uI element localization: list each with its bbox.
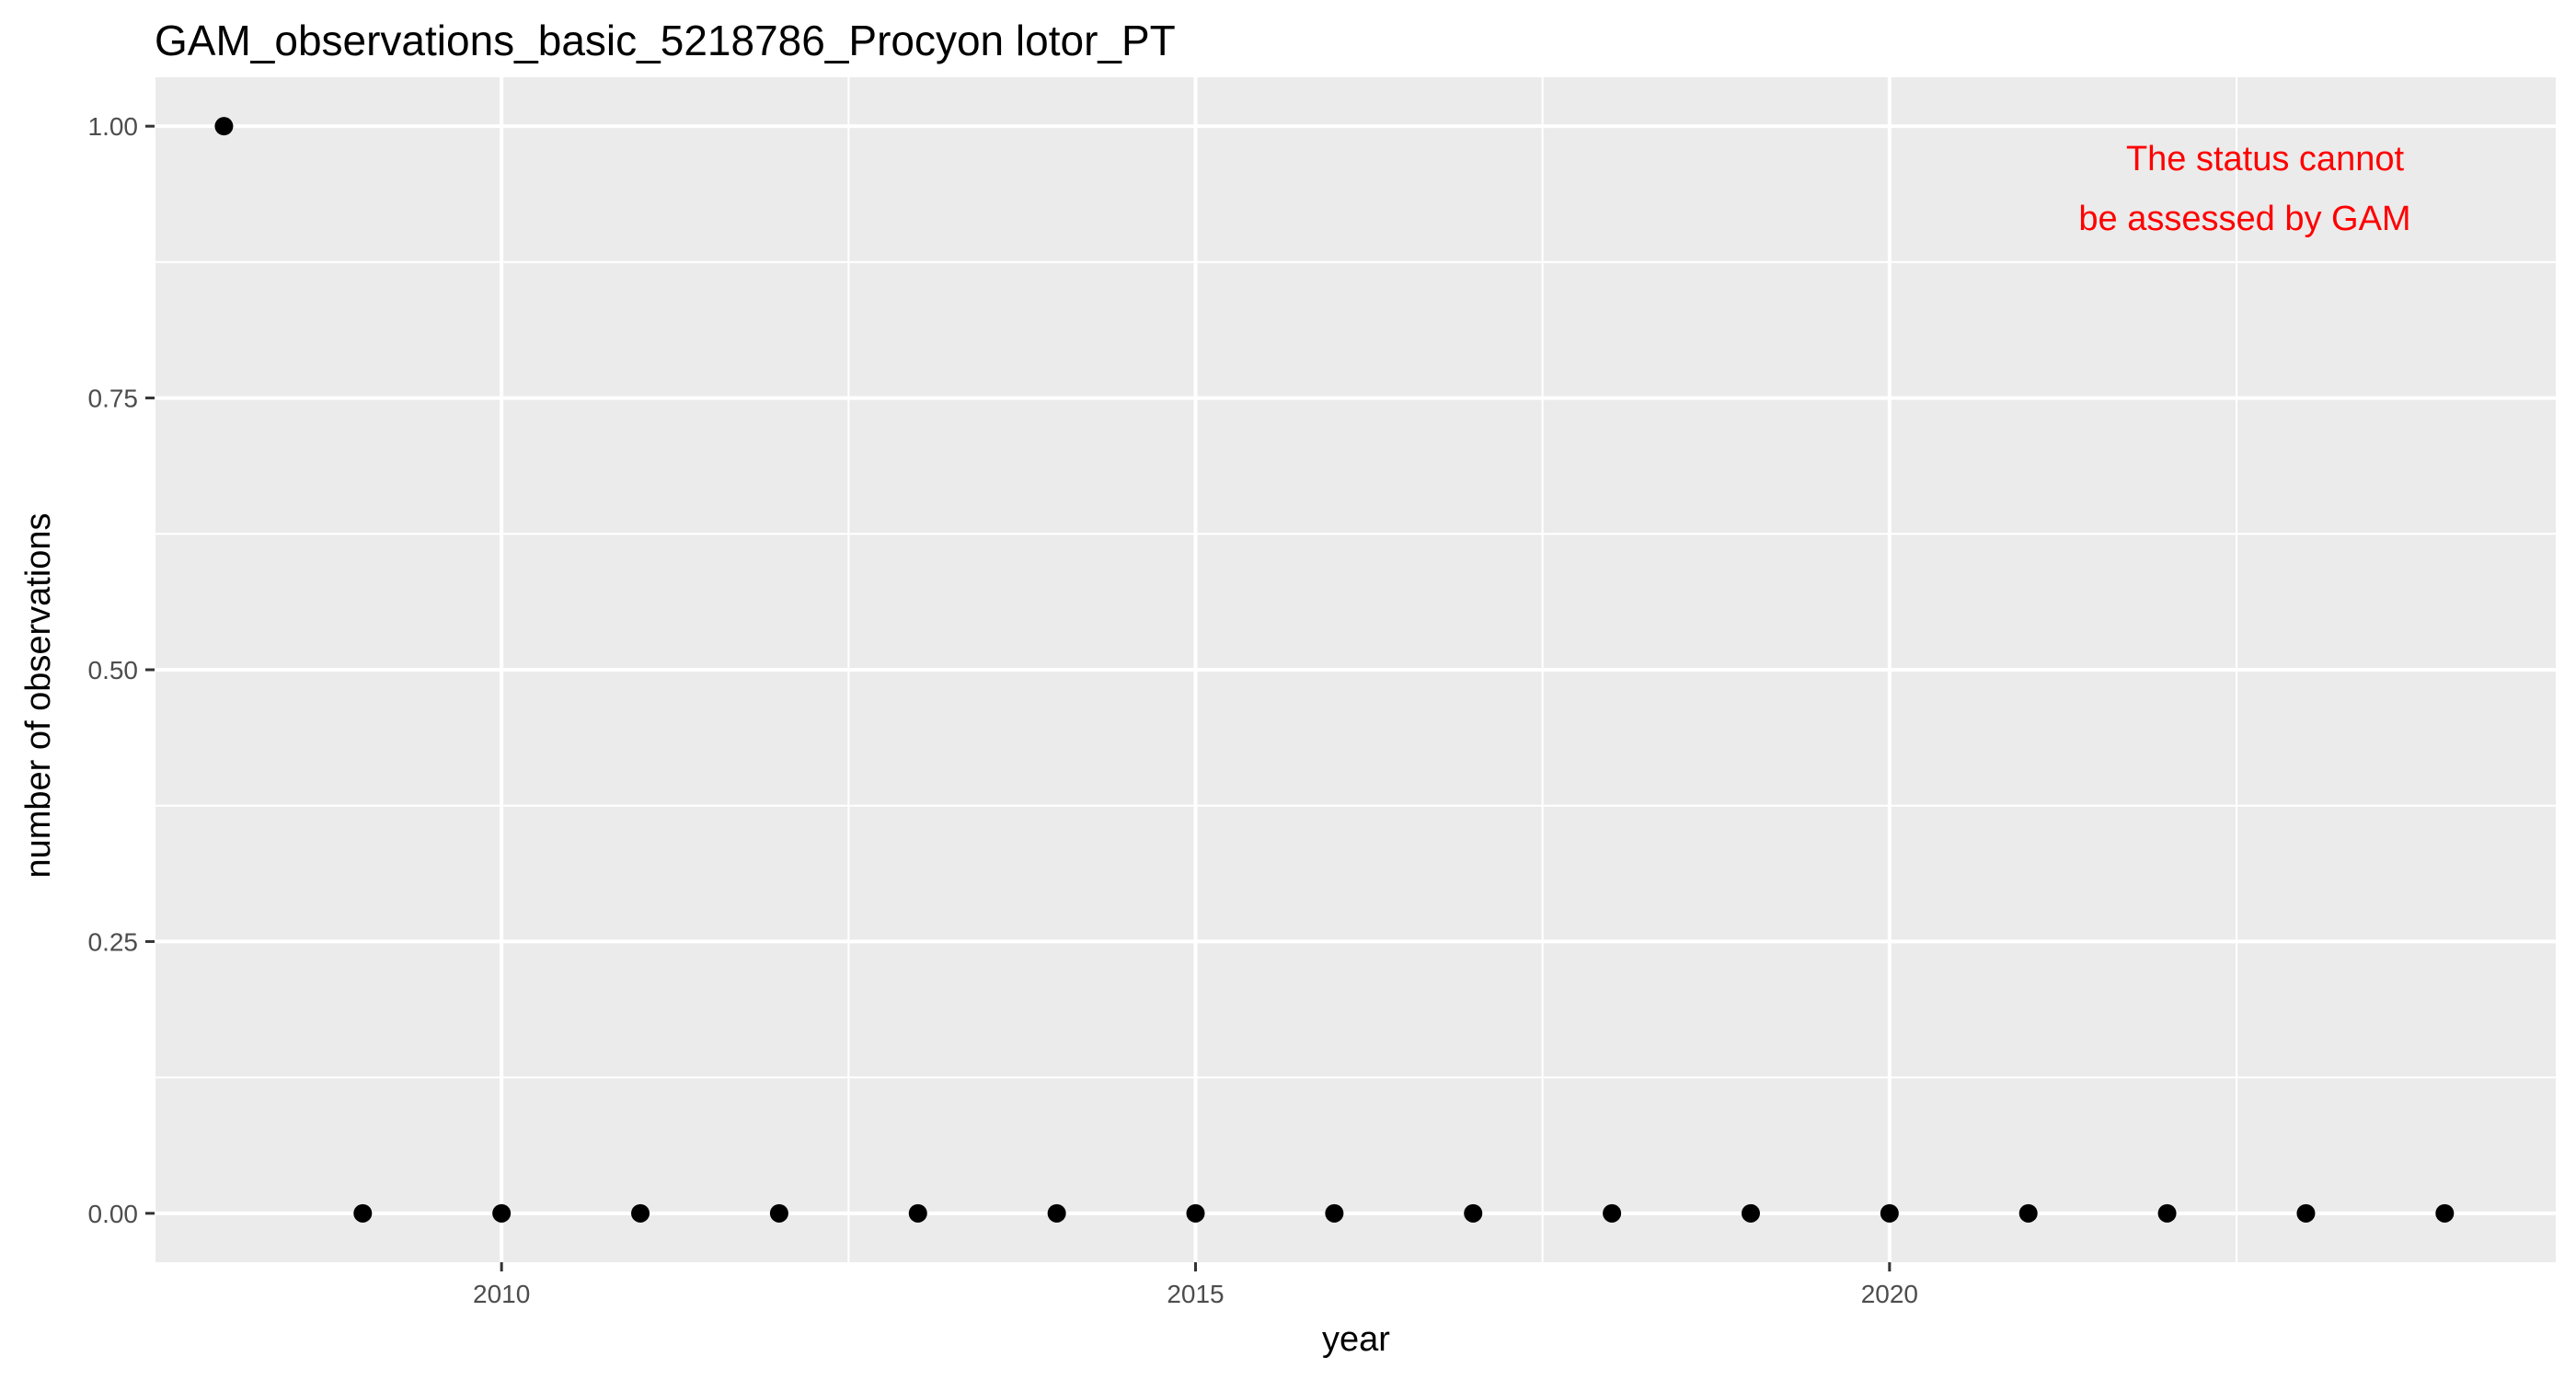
y-axis-title: number of observations (19, 512, 58, 878)
y-tick-label: 0.00 (88, 1200, 139, 1228)
x-tick-label: 2015 (1167, 1280, 1224, 1308)
y-tick-label: 0.25 (88, 927, 139, 956)
x-axis-title: year (1322, 1320, 1390, 1359)
y-tick-label: 1.00 (88, 112, 139, 141)
data-point (492, 1203, 512, 1223)
x-tick-label: 2010 (473, 1280, 530, 1308)
status-annotation: The status cannot be assessed by GAM (2078, 140, 2410, 238)
y-tick-label: 0.50 (88, 656, 139, 684)
data-point (1186, 1203, 1205, 1223)
data-point (631, 1203, 650, 1223)
annotation-line-2: be assessed by GAM (2078, 200, 2410, 238)
data-point (1603, 1203, 1622, 1223)
data-point (1741, 1203, 1760, 1223)
x-tick-label: 2020 (1861, 1280, 1918, 1308)
data-point (2018, 1203, 2038, 1223)
data-point (2157, 1203, 2177, 1223)
data-point (214, 117, 234, 136)
annotation-line-1: The status cannot (2126, 140, 2405, 178)
data-point (769, 1203, 788, 1223)
data-point (1464, 1203, 1483, 1223)
data-point (2296, 1203, 2316, 1223)
chart-title: GAM_observations_basic_5218786_Procyon l… (155, 17, 1176, 64)
x-axis: 2010 2015 2020 (473, 1262, 1918, 1308)
major-gridlines (155, 77, 2556, 1262)
data-point (2435, 1203, 2455, 1223)
data-point (1047, 1203, 1066, 1223)
data-points (214, 117, 2455, 1223)
data-point (908, 1203, 927, 1223)
y-axis: 0.00 0.25 0.50 0.75 1.00 (88, 112, 155, 1228)
y-tick-label: 0.75 (88, 385, 139, 413)
data-point (353, 1203, 373, 1223)
data-point (1880, 1203, 1899, 1223)
data-point (1325, 1203, 1344, 1223)
